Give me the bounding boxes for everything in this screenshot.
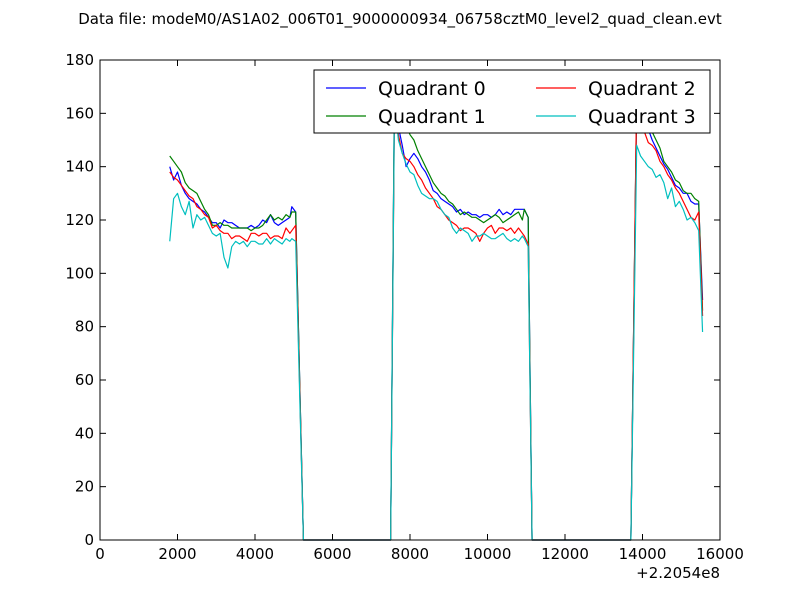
y-tick-label: 100 <box>65 264 94 282</box>
chart-title: Data file: modeM0/AS1A02_006T01_90000009… <box>78 10 722 29</box>
legend-box <box>313 69 711 134</box>
legend-label-quadrant-0: Quadrant 0 <box>378 78 486 100</box>
legend-label-quadrant-1: Quadrant 1 <box>378 106 486 128</box>
x-tick-label: 2000 <box>158 545 196 563</box>
x-tick-label: 14000 <box>619 545 667 563</box>
y-tick-label: 140 <box>65 158 94 176</box>
x-tick-label: 4000 <box>236 545 274 563</box>
y-tick-label: 80 <box>75 318 94 336</box>
x-offset-label: +2.2054e8 <box>636 564 720 582</box>
y-tick-label: 40 <box>75 424 94 442</box>
y-tick-label: 160 <box>65 104 94 122</box>
x-tick-label: 6000 <box>313 545 351 563</box>
series-line-quadrant-3 <box>169 99 704 541</box>
plot-area <box>100 60 720 540</box>
x-tick-label: 8000 <box>391 545 429 563</box>
legend-label-quadrant-3: Quadrant 3 <box>588 106 696 128</box>
x-tick-label: 10000 <box>464 545 512 563</box>
legend-label-quadrant-2: Quadrant 2 <box>588 78 696 100</box>
x-tick-label: 0 <box>95 545 105 563</box>
tick-layer: 0 2000 4000 6000 8000 10000 12000 14000 16000 0 20… <box>65 51 744 563</box>
y-tick-label: 60 <box>75 371 94 389</box>
y-tick-label: 0 <box>84 531 94 549</box>
y-tick-label: 180 <box>65 51 94 69</box>
x-tick-label: 12000 <box>541 545 589 563</box>
y-tick-label: 20 <box>75 478 94 496</box>
x-tick-label: 16000 <box>696 545 744 563</box>
legend: Quadrant 0 Quadrant 1 Quadrant 2 Quadrant 3 <box>313 69 711 134</box>
y-tick-label: 120 <box>65 211 94 229</box>
